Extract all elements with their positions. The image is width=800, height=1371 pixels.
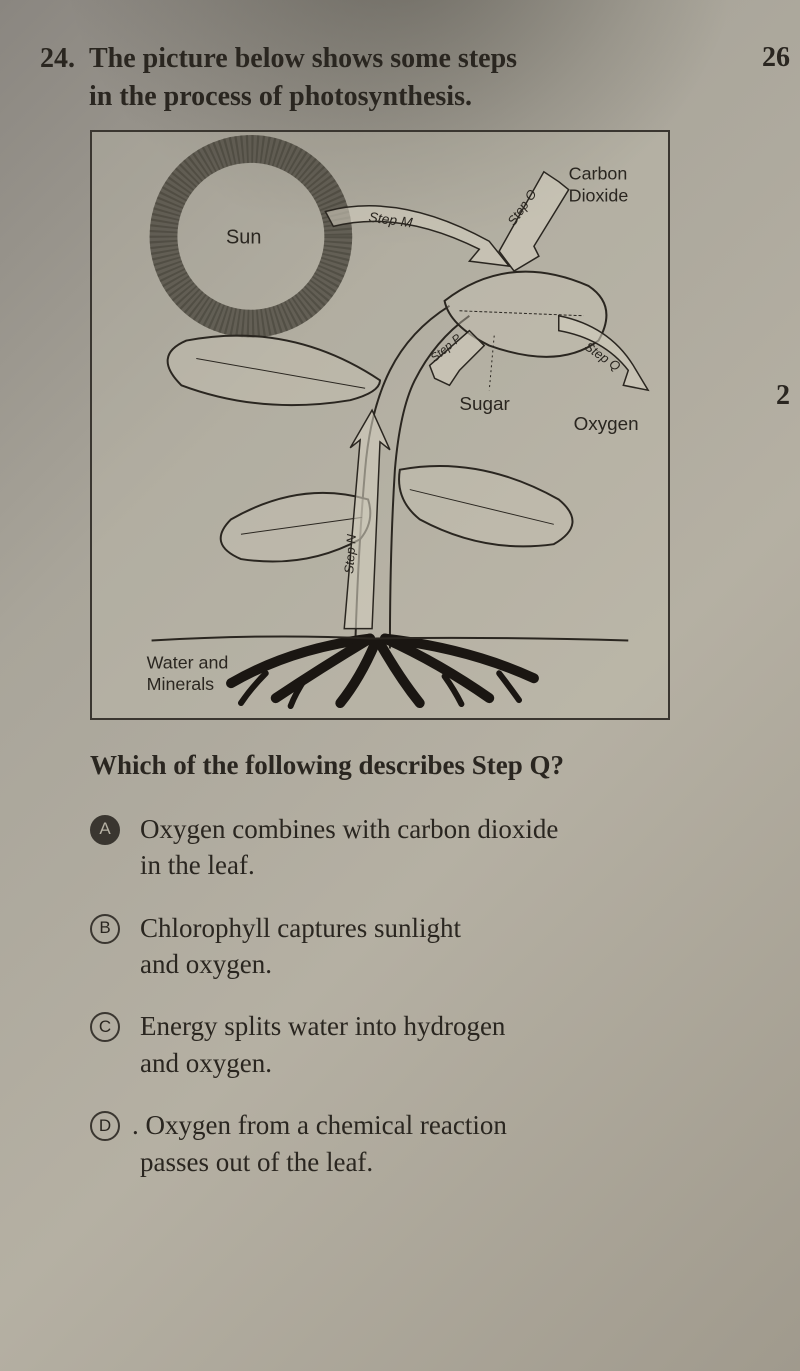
water-label-1: Water and [147,652,229,672]
margin-number-2: 2 [776,380,790,412]
sun-label: Sun [226,226,261,248]
margin-number-1: 26 [762,42,790,74]
choice-marker-b: B [90,914,120,944]
right-leaf [399,466,572,546]
choice-text-c: Energy splits water into hydrogenand oxy… [140,1008,750,1081]
co2-label-1: Carbon [569,163,628,183]
choice-marker-a: A [90,815,120,845]
step-n-label: Step N [341,533,359,574]
choice-marker-d: D [90,1111,120,1141]
co2-label-2: Dioxide [569,185,629,205]
question-text: The picture below shows some steps in th… [89,40,517,116]
arrow-step-m [325,205,509,265]
question-number: 24. [40,40,75,116]
choice-text-a: Oxygen combines with carbon dioxidein th… [140,811,750,884]
choice-text-b: Chlorophyll captures sunlightand oxygen. [140,910,750,983]
choice-marker-c: C [90,1012,120,1042]
left-leaf [168,335,380,405]
sugar-label: Sugar [459,393,509,414]
answer-choices: A Oxygen combines with carbon dioxidein … [90,811,750,1181]
sub-question: Which of the following describes Step Q? [90,748,750,783]
diagram-svg: Sun Step M Step O Carbon Dioxide Step P … [92,132,668,718]
water-label-2: Minerals [147,674,215,694]
roots-icon [231,638,534,706]
oxygen-label: Oxygen [574,413,639,434]
choice-text-d: . Oxygen from a chemical reactionpasses … [140,1107,750,1180]
question-stem: 24. The picture below shows some steps i… [40,40,750,116]
choice-b[interactable]: B Chlorophyll captures sunlightand oxyge… [90,910,750,983]
choice-d[interactable]: D . Oxygen from a chemical reactionpasse… [90,1107,750,1180]
photosynthesis-diagram: Sun Step M Step O Carbon Dioxide Step P … [90,130,670,720]
choice-a[interactable]: A Oxygen combines with carbon dioxidein … [90,811,750,884]
choice-c[interactable]: C Energy splits water into hydrogenand o… [90,1008,750,1081]
